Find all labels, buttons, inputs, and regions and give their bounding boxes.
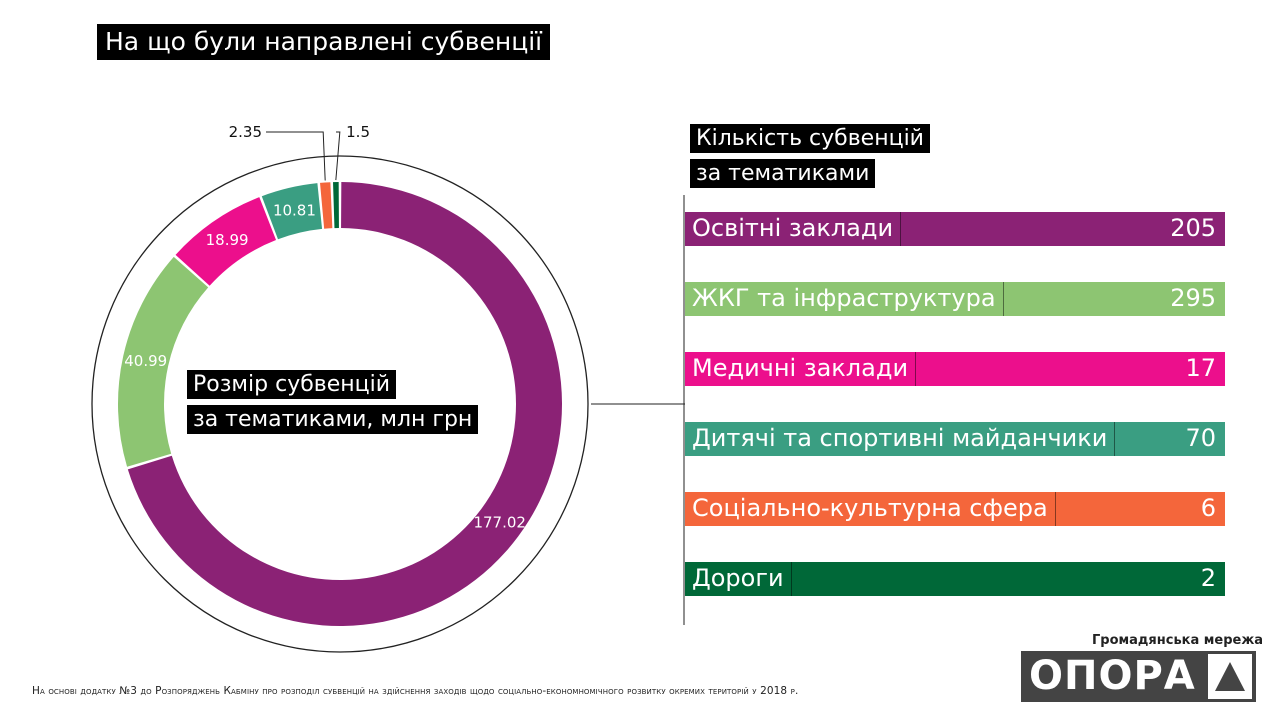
bar-row-4: Дитячі та спортивні майданчики 70 (685, 422, 1225, 456)
bar-value-label: 205 (1170, 214, 1216, 242)
donut-segments (118, 182, 563, 626)
bars-label-line1: Кількість субвенцій (690, 124, 930, 153)
bar-value-label: 6 (1200, 494, 1216, 522)
bar-row-5: Соціально-культурна сфера 6 (685, 492, 1225, 526)
bar-divider (791, 562, 792, 596)
bar-divider (1055, 492, 1056, 526)
opora-logo: ОПОРА (1021, 651, 1256, 702)
donut-value-label-5: 2.35 (229, 123, 262, 141)
bar-value-label: 70 (1185, 424, 1216, 452)
bar-value-label: 17 (1185, 354, 1216, 382)
triangle-icon (1215, 662, 1245, 691)
bar-category-label: Медичні заклади (692, 354, 909, 382)
donut-segment-2 (118, 256, 209, 467)
donut-segment-4 (261, 183, 323, 240)
bar-category-label: ЖКГ та інфраструктура (692, 284, 996, 312)
donut-segment-5 (320, 182, 333, 229)
donut-value-label-4: 10.81 (273, 201, 316, 219)
bar-row-3: Медичні заклади 17 (685, 352, 1225, 386)
donut-value-label-1: 177.02 (473, 514, 526, 532)
donut-value-label-2: 40.99 (124, 352, 167, 370)
bar-row-2: ЖКГ та інфраструктура 295 (685, 282, 1225, 316)
bar-divider (915, 352, 916, 386)
bar-value-label: 2 (1200, 564, 1216, 592)
bar-row-1: Освітні заклади 205 (685, 212, 1225, 246)
footnote: На основі додатку №3 до Розпоряджень Каб… (32, 685, 799, 697)
bar-category-label: Соціально-культурна сфера (692, 494, 1048, 522)
donut-value-label-6: 1.5 (346, 123, 370, 141)
donut-leader-line-5 (266, 131, 326, 181)
bars-label-line2: за тематиками (690, 159, 876, 188)
bar-category-label: Дороги (692, 564, 784, 592)
donut-labels: 177.02 40.99 18.99 10.81 2.35 1.5 (124, 123, 526, 532)
donut-segment-6 (333, 182, 339, 229)
logo-tagline: Громадянська мережа (1092, 633, 1264, 648)
bar-divider (900, 212, 901, 246)
bar-divider (1114, 422, 1115, 456)
page-title: На що були направлені субвенції (97, 24, 551, 60)
bar-divider (1003, 282, 1004, 316)
donut-leader-line-6 (335, 131, 341, 181)
bar-category-label: Освітні заклади (692, 214, 894, 242)
donut-label-line2: за тематиками, млн грн (187, 405, 479, 434)
logo-triangle-box (1208, 654, 1252, 699)
donut-segment-3 (175, 197, 277, 286)
logo-text: ОПОРА (1029, 653, 1196, 699)
bar-category-label: Дитячі та спортивні майданчики (692, 424, 1108, 452)
donut-value-label-3: 18.99 (206, 231, 249, 249)
donut-outer-ring (91, 155, 589, 653)
bar-row-6: Дороги 2 (685, 562, 1225, 596)
donut-label-line1: Розмір субвенцій (187, 370, 397, 399)
bar-value-label: 295 (1170, 284, 1216, 312)
